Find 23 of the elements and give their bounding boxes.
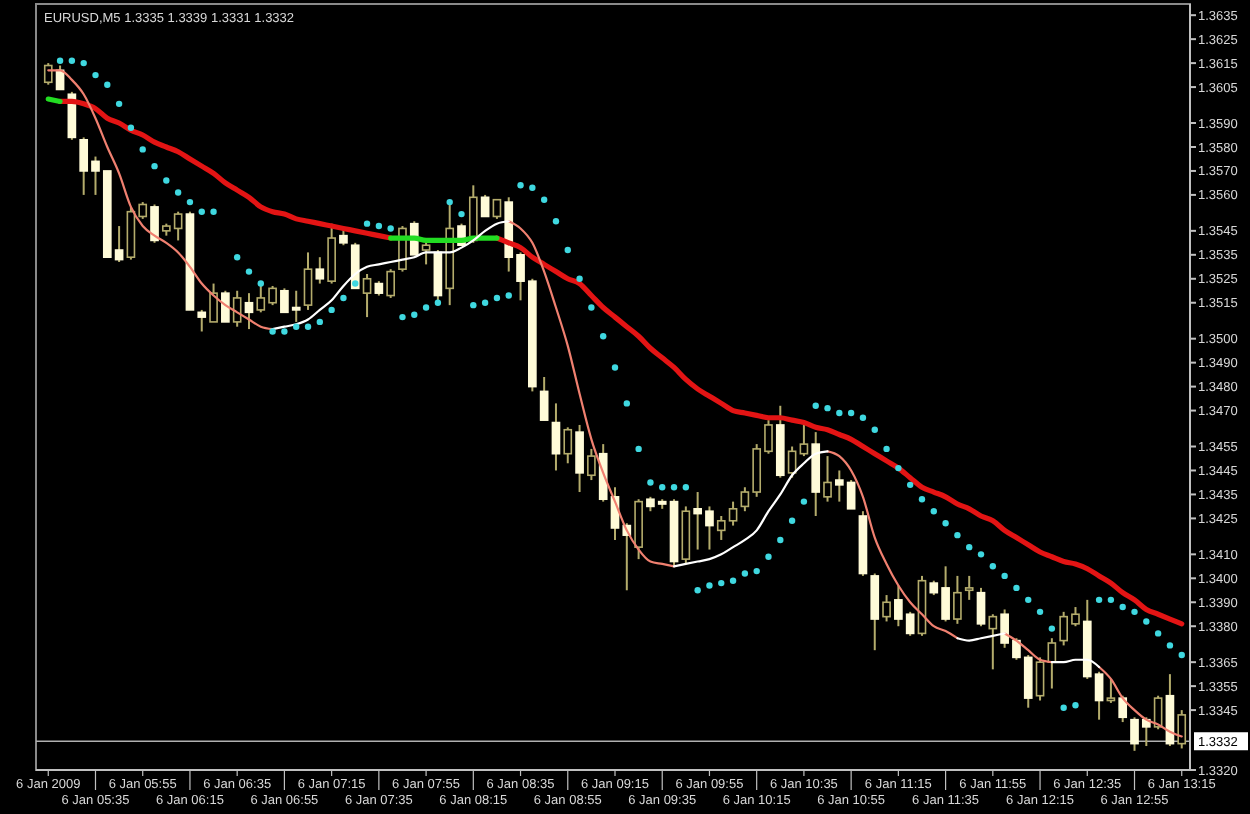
candlestick: [43, 62, 53, 86]
candlestick: [634, 498, 643, 561]
candlestick: [492, 198, 502, 220]
candlestick: [882, 594, 891, 623]
candlestick: [988, 613, 998, 671]
candlestick: [468, 184, 478, 244]
candlestick: [964, 574, 974, 601]
candlestick: [386, 268, 396, 299]
candlestick: [1177, 709, 1187, 750]
candlestick: [539, 376, 549, 422]
candlestick: [209, 282, 218, 323]
candlestick: [823, 455, 832, 503]
candlestick: [563, 426, 573, 465]
candlestick: [799, 423, 809, 458]
candlestick: [1106, 677, 1116, 704]
candlestick: [421, 239, 431, 266]
candlestick: [232, 289, 242, 328]
candlestick: [1035, 656, 1045, 702]
candlestick: [681, 505, 691, 565]
candlestick: [953, 574, 962, 625]
candlestick: [362, 272, 372, 319]
candlestick: [587, 447, 596, 482]
candlestick: [303, 251, 313, 311]
